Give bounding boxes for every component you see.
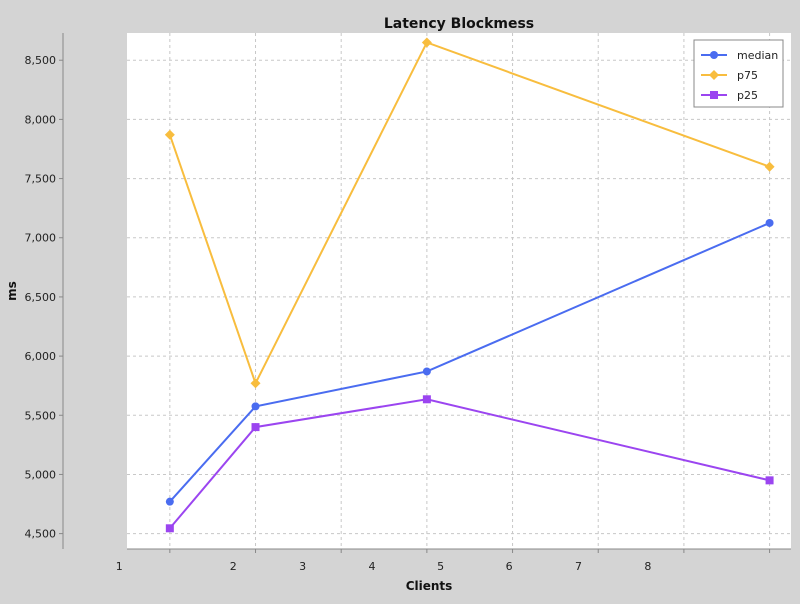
x-tick-label: 3 (299, 560, 306, 573)
series-line-p25 (169, 398, 770, 529)
y-tick-label: 8,000 (25, 113, 57, 126)
data-point-p25 (765, 476, 774, 485)
y-tick-label: 5,500 (25, 409, 57, 422)
data-point-median (165, 497, 174, 506)
series-line-median (169, 222, 770, 503)
chart-title: Latency Blockmess (384, 16, 534, 32)
x-tick-label: 2 (230, 560, 237, 573)
legend-label-p75: p75 (737, 69, 758, 82)
data-point-median (251, 402, 260, 411)
data-point-p75 (250, 378, 261, 389)
legend: median p75 p25 (693, 39, 784, 108)
legend-label-p25: p25 (737, 89, 758, 102)
series-p75 (164, 37, 775, 389)
y-tick-label: 6,000 (25, 350, 57, 363)
y-tick-label: 7,000 (25, 232, 57, 245)
x-tick-label: 1 (116, 560, 123, 573)
y-axis-ticks: 4,500 5,000 5,500 6,000 6,500 7,000 7,500 8,000… (25, 54, 63, 541)
legend-marker-median (710, 51, 718, 59)
data-point-p75 (164, 129, 175, 140)
x-axis-ticks: 1 2 3 4 5 6 7 8 (116, 549, 771, 573)
y-tick-label: 8,500 (25, 54, 57, 67)
data-point-p25 (251, 423, 260, 432)
plot-area (127, 33, 791, 549)
y-tick-label: 4,500 (25, 528, 57, 541)
x-tick-label: 6 (506, 560, 513, 573)
series-line-p75 (168, 41, 770, 386)
data-point-median (422, 367, 431, 376)
x-tick-label: 8 (644, 560, 651, 573)
y-tick-label: 6,500 (25, 291, 57, 304)
data-point-p75 (421, 37, 432, 48)
legend-marker-p75 (709, 70, 719, 80)
y-tick-label: 7,500 (25, 173, 57, 186)
data-point-median (765, 218, 774, 227)
grid (127, 33, 791, 549)
x-tick-label: 5 (437, 560, 444, 573)
data-point-p25 (165, 524, 174, 533)
data-point-p75 (764, 161, 775, 172)
x-tick-label: 7 (575, 560, 582, 573)
series-p25 (165, 395, 774, 533)
y-tick-label: 5,000 (25, 468, 57, 481)
series-median (165, 218, 774, 506)
legend-label-median: median (737, 49, 778, 62)
legend-marker-p25 (710, 91, 718, 99)
data-point-p25 (422, 395, 431, 404)
x-tick-label: 4 (369, 560, 376, 573)
series (164, 37, 775, 533)
y-axis-title: ms (5, 281, 19, 301)
x-axis-title: Clients (406, 579, 453, 593)
